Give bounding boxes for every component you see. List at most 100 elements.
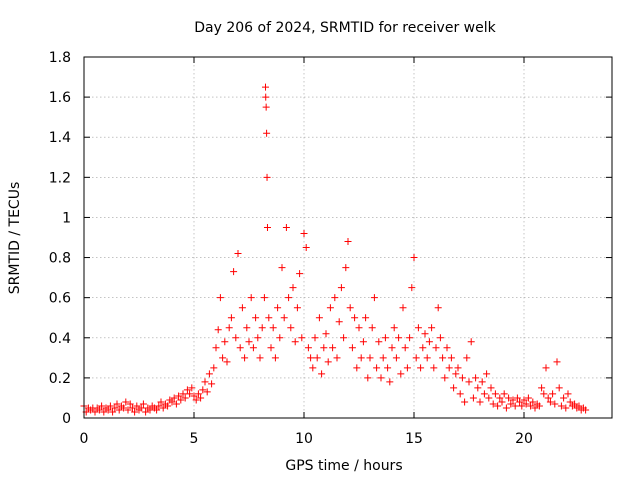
data-point	[95, 406, 103, 414]
data-point	[278, 264, 286, 272]
y-tick-label: 1.4	[49, 130, 71, 146]
data-point	[335, 318, 343, 326]
data-point	[155, 402, 163, 410]
data-point	[445, 364, 453, 372]
data-point	[331, 294, 339, 302]
data-point	[419, 344, 427, 352]
data-point	[113, 400, 121, 408]
data-point	[124, 406, 132, 414]
axis-ticks	[83, 56, 612, 419]
data-point	[509, 396, 517, 404]
data-point	[379, 354, 387, 362]
data-point	[368, 324, 376, 332]
data-point	[153, 406, 161, 414]
data-point	[296, 270, 304, 278]
data-point	[199, 386, 207, 394]
data-point	[175, 392, 183, 400]
data-points	[80, 83, 590, 416]
data-point	[388, 344, 396, 352]
data-point	[538, 384, 546, 392]
data-point	[474, 384, 482, 392]
data-point	[555, 384, 563, 392]
data-point	[362, 314, 370, 322]
data-point	[260, 294, 268, 302]
data-point	[98, 402, 106, 410]
data-point	[111, 404, 119, 412]
x-axis-label: GPS time / hours	[285, 458, 402, 474]
data-point	[300, 229, 308, 237]
data-point	[262, 93, 270, 101]
data-point	[461, 398, 469, 406]
data-point	[498, 398, 506, 406]
data-point	[142, 408, 150, 416]
data-point	[230, 268, 238, 276]
data-point	[458, 374, 466, 382]
data-point	[436, 334, 444, 342]
data-point	[170, 394, 178, 402]
data-point	[139, 400, 147, 408]
data-point	[423, 354, 431, 362]
y-tick-label: 0.6	[49, 291, 71, 307]
data-point	[245, 338, 253, 346]
data-point	[274, 304, 282, 312]
data-point	[377, 374, 385, 382]
data-point	[137, 404, 145, 412]
data-point	[487, 384, 495, 392]
data-point	[208, 380, 216, 388]
data-point	[478, 378, 486, 386]
data-point	[465, 378, 473, 386]
data-point	[282, 223, 290, 231]
data-point	[412, 354, 420, 362]
data-point	[522, 400, 530, 408]
data-point	[243, 324, 251, 332]
data-point	[560, 394, 568, 402]
data-point	[544, 394, 552, 402]
data-point	[483, 370, 491, 378]
data-point	[414, 324, 422, 332]
data-point	[564, 390, 572, 398]
data-point	[582, 406, 590, 414]
data-point	[227, 314, 235, 322]
data-point	[201, 378, 209, 386]
data-point	[348, 344, 356, 352]
data-point	[381, 334, 389, 342]
data-point	[549, 390, 557, 398]
data-point	[489, 400, 497, 408]
data-point	[159, 404, 167, 412]
data-point	[384, 364, 392, 372]
data-point	[542, 364, 550, 372]
plot-frame	[83, 56, 613, 419]
data-point	[131, 408, 139, 416]
y-tick-label: 1.6	[49, 90, 71, 106]
data-point	[513, 394, 521, 402]
data-point	[553, 358, 561, 366]
data-point	[516, 398, 524, 406]
data-point	[128, 404, 136, 412]
data-point	[309, 364, 317, 372]
data-point	[262, 83, 269, 91]
x-tick-label: 5	[190, 431, 199, 447]
data-point	[333, 354, 341, 362]
data-point	[287, 324, 295, 332]
chart-title: Day 206 of 2024, SRMTID for receiver wel…	[194, 20, 496, 36]
data-point	[315, 314, 323, 322]
data-point	[463, 354, 471, 362]
data-point	[566, 398, 574, 406]
data-point	[236, 344, 244, 352]
data-point	[408, 284, 416, 292]
data-point	[311, 334, 319, 342]
y-tick-label: 1.2	[49, 170, 71, 186]
data-point	[342, 264, 350, 272]
data-point	[289, 284, 297, 292]
data-point	[520, 396, 528, 404]
data-point	[344, 238, 352, 246]
data-point	[346, 304, 354, 312]
data-point	[179, 390, 187, 398]
data-point	[210, 364, 218, 372]
data-point	[329, 344, 337, 352]
data-point	[188, 384, 196, 392]
data-point	[216, 294, 224, 302]
data-point	[351, 314, 359, 322]
y-tick-label: 0.2	[49, 371, 71, 387]
data-point	[535, 402, 543, 410]
